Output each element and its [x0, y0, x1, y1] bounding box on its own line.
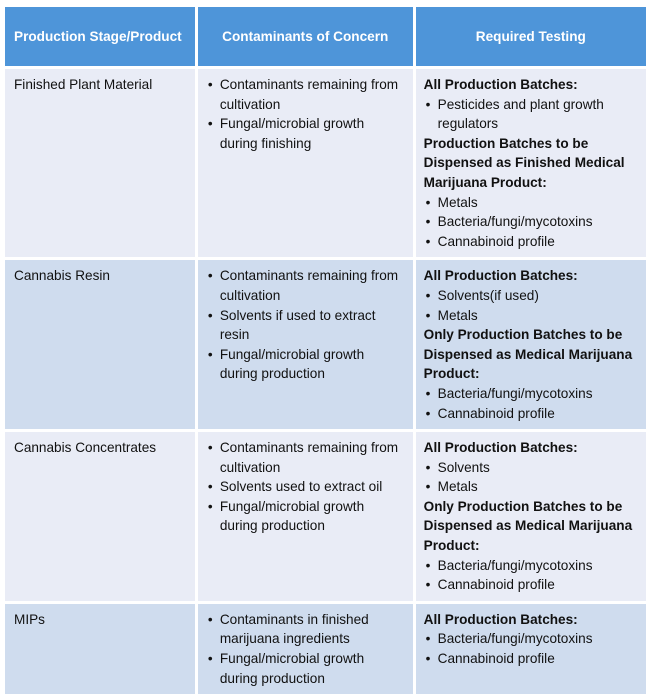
contaminants-list: Contaminants remaining from cultivationS…	[206, 266, 405, 384]
stage-cell: Cannabis Resin	[5, 260, 195, 430]
testing-cell: All Production Batches: Bacteria/fungi/my…	[415, 603, 646, 695]
stage-cell: Finished Plant Material	[5, 69, 195, 258]
contaminant-item: Contaminants in finished marijuana ingre…	[206, 610, 405, 649]
testing-list: Solvents(if used)Metals	[424, 286, 638, 325]
testing-cell: All Production Batches: SolventsMetalsOnl…	[415, 432, 646, 601]
table-row: Finished Plant MaterialContaminants rema…	[5, 69, 646, 258]
testing-group-heading: All Production Batches:	[423, 268, 578, 284]
contaminant-item: Solvents used to extract oil	[206, 477, 405, 497]
testing-item: Metals	[424, 306, 638, 326]
testing-group-heading: All Production Batches:	[423, 611, 578, 627]
contaminants-list: Contaminants in finished marijuana ingre…	[206, 610, 405, 688]
contaminants-cell: Contaminants remaining from cultivationS…	[197, 432, 413, 601]
contaminant-item: Fungal/microbial growth during finishing	[206, 114, 405, 153]
stage-cell: Cannabis Concentrates	[5, 432, 195, 601]
testing-item: Bacteria/fungi/mycotoxins	[424, 629, 638, 649]
testing-item: Bacteria/fungi/mycotoxins	[424, 384, 638, 404]
contaminant-item: Fungal/microbial growth during productio…	[206, 345, 405, 384]
contaminant-item: Fungal/microbial growth during productio…	[206, 497, 405, 536]
header-testing: Required Testing	[415, 7, 646, 66]
testing-cell: All Production Batches: Pesticides and pl…	[415, 69, 646, 258]
testing-item: Cannabinoid profile	[424, 649, 638, 669]
contaminants-cell: Contaminants in finished marijuana ingre…	[197, 603, 413, 695]
testing-item: Cannabinoid profile	[424, 575, 638, 595]
contaminant-item: Contaminants remaining from cultivation	[206, 75, 405, 114]
table-row: MIPs Contaminants in finished marijuana i…	[5, 603, 646, 695]
testing-list: SolventsMetals	[424, 458, 638, 497]
testing-group-heading: All Production Batches:	[423, 77, 578, 92]
testing-item: Metals	[424, 477, 638, 497]
testing-list: Bacteria/fungi/mycotoxinsCannabinoid pro…	[424, 556, 638, 595]
testing-item: Pesticides and plant growth regulators	[424, 95, 638, 134]
testing-requirements-table: Production Stage/Product Contaminants of…	[2, 4, 649, 697]
testing-group-heading: Only Production Batches to be Dispensed …	[423, 498, 633, 554]
testing-list: MetalsBacteria/fungi/mycotoxinsCannabino…	[424, 193, 638, 252]
contaminants-cell: Contaminants remaining from cultivationF…	[197, 69, 413, 258]
testing-group-heading: All Production Batches:	[423, 440, 578, 456]
header-row: Production Stage/Product Contaminants of…	[5, 7, 646, 66]
header-stage: Production Stage/Product	[5, 7, 195, 66]
testing-item: Bacteria/fungi/mycotoxins	[424, 556, 638, 576]
stage-cell: MIPs	[5, 603, 195, 695]
table-row: Cannabis ResinContaminants remaining fro…	[5, 260, 646, 430]
contaminant-item: Contaminants remaining from cultivation	[206, 438, 405, 477]
testing-group-heading: Production Batches to be Dispensed as Fi…	[423, 135, 625, 190]
header-contaminants: Contaminants of Concern	[197, 7, 413, 66]
table-row: Cannabis ConcentratesContaminants remain…	[5, 432, 646, 601]
testing-item: Bacteria/fungi/mycotoxins	[424, 212, 638, 232]
contaminants-list: Contaminants remaining from cultivationS…	[206, 438, 405, 536]
contaminants-cell: Contaminants remaining from cultivationS…	[197, 260, 413, 430]
testing-item: Cannabinoid profile	[424, 404, 638, 424]
testing-item: Metals	[424, 193, 638, 213]
testing-item: Solvents(if used)	[424, 286, 638, 306]
testing-cell: All Production Batches: Solvents(if used)…	[415, 260, 646, 430]
testing-item: Solvents	[424, 458, 638, 478]
contaminant-item: Fungal/microbial growth during productio…	[206, 649, 405, 688]
testing-item: Cannabinoid profile	[424, 232, 638, 252]
testing-group-heading: Only Production Batches to be Dispensed …	[423, 327, 633, 382]
contaminant-item: Contaminants remaining from cultivation	[206, 266, 405, 305]
testing-list: Pesticides and plant growth regulators	[424, 95, 638, 134]
contaminants-list: Contaminants remaining from cultivationF…	[206, 75, 405, 153]
testing-list: Bacteria/fungi/mycotoxinsCannabinoid pro…	[424, 384, 638, 423]
testing-list: Bacteria/fungi/mycotoxinsCannabinoid pro…	[424, 629, 638, 668]
contaminant-item: Solvents if used to extract resin	[206, 306, 405, 345]
